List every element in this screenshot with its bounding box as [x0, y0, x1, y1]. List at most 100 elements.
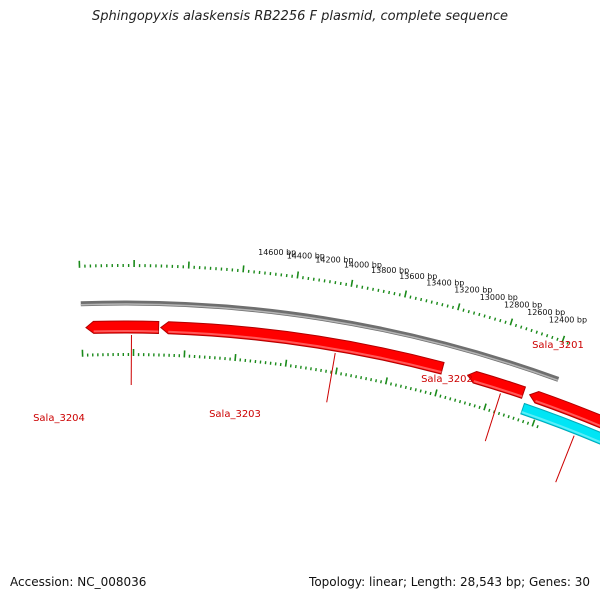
outer-scale-minor-tick	[493, 317, 497, 321]
inner-scale-major-tick	[384, 377, 388, 385]
inner-scale-minor-tick	[526, 421, 530, 425]
outer-scale-minor-tick	[535, 330, 538, 334]
inner-scale-minor-tick	[458, 399, 462, 404]
gene-label-sala-3204: Sala_3204	[33, 413, 85, 424]
outer-scale-minor-tick	[551, 335, 554, 340]
leader-line-sala-3203	[326, 352, 336, 403]
outer-scale-minor-tick	[345, 282, 348, 286]
gene-label-sala-3201: Sala_3201	[532, 340, 584, 351]
outer-scale-minor-tick	[545, 334, 549, 338]
outer-scale-minor-tick	[467, 309, 470, 314]
inner-scale-major-tick	[483, 403, 487, 411]
outer-scale-minor-tick	[488, 315, 491, 320]
tick-label: 13600 bp	[399, 272, 437, 281]
inner-scale-minor-tick	[360, 376, 363, 380]
outer-scale-minor-tick	[372, 287, 374, 291]
tick-label: 12800 bp	[504, 300, 542, 309]
outer-scale-minor-tick	[566, 341, 569, 345]
accession-text: Accession: NC_008036	[10, 575, 147, 589]
gene-arrow-sala-3204	[85, 320, 160, 334]
gene-arrow-sala-3202-shading	[473, 380, 523, 398]
outer-scale-minor-tick	[462, 308, 465, 312]
inner-scale-minor-tick	[409, 386, 412, 391]
inner-scale-minor-tick	[399, 384, 402, 388]
gene-arrow-sala-3203	[159, 321, 445, 375]
inner-scale-minor-tick	[424, 390, 427, 394]
outer-scale-minor-tick	[398, 293, 401, 297]
inner-scale-minor-tick	[345, 373, 348, 377]
inner-scale-minor-tick	[414, 388, 417, 392]
inner-scale-minor-tick	[419, 389, 422, 393]
outer-scale-minor-tick	[355, 284, 358, 288]
tick-label: 14400 bp	[287, 251, 325, 260]
outer-scale-minor-tick	[499, 319, 502, 323]
outer-scale-major-tick	[457, 303, 461, 311]
outer-scale-minor-tick	[530, 328, 533, 333]
outer-scale-minor-tick	[420, 297, 423, 302]
tick-label: 13200 bp	[454, 286, 492, 295]
inner-scale-minor-tick	[473, 404, 476, 408]
leader-line-sala-3201	[555, 435, 575, 483]
tick-label: 13800 bp	[371, 266, 409, 275]
tick-label: 14000 bp	[344, 261, 382, 270]
outer-scale-major-tick	[296, 271, 300, 279]
outer-scale-minor-tick	[414, 296, 417, 300]
inner-scale-minor-tick	[478, 405, 481, 410]
inner-scale-minor-tick	[404, 385, 407, 390]
outer-scale-minor-tick	[382, 289, 385, 294]
inner-scale-minor-tick	[350, 374, 353, 378]
inner-scale-minor-tick	[355, 375, 358, 379]
inner-scale-minor-tick	[468, 402, 471, 407]
outer-scale-minor-tick	[361, 285, 364, 289]
inner-scale-minor-tick	[463, 401, 467, 405]
outer-scale-minor-tick	[478, 312, 481, 317]
outer-scale-minor-tick	[377, 288, 380, 292]
gene-arrow-red-right-shading	[535, 400, 600, 427]
inner-scale-minor-tick	[389, 382, 392, 386]
tick-label: 12600 bp	[527, 308, 565, 317]
leader-line-sala-3202	[484, 393, 501, 442]
outer-scale-minor-tick	[366, 286, 369, 290]
outer-scale-minor-tick	[409, 295, 412, 299]
outer-scale-major-tick	[242, 265, 245, 273]
inner-scale-minor-tick	[340, 372, 343, 376]
inner-scale-major-tick	[234, 353, 237, 362]
gene-arrow-sala-3202	[466, 370, 527, 399]
gene-arrow-sala-3201	[520, 402, 600, 445]
gene-arrow-red-right	[528, 391, 600, 429]
inner-scale-minor-tick	[394, 383, 397, 387]
outer-scale-minor-tick	[425, 299, 428, 303]
inner-scale-major-tick	[284, 359, 288, 367]
inner-scale-minor-tick	[444, 395, 447, 400]
inner-scale-minor-tick	[439, 394, 442, 398]
inner-scale-minor-tick	[497, 411, 501, 416]
outer-scale-minor-tick	[446, 304, 449, 308]
inner-scale-minor-tick	[488, 408, 491, 413]
outer-scale-minor-tick	[441, 303, 444, 307]
outer-scale-minor-tick	[430, 300, 433, 304]
gene-label-sala-3203: Sala_3203	[209, 409, 261, 420]
inner-scale-minor-tick	[375, 379, 378, 383]
outer-scale-minor-tick	[472, 311, 476, 315]
tick-label: 12400 bp	[549, 315, 587, 324]
inner-scale-minor-tick	[502, 413, 505, 417]
outer-scale-minor-tick	[504, 320, 507, 324]
outer-scale-minor-tick	[514, 323, 518, 328]
inner-scale-minor-tick	[454, 398, 457, 402]
outer-scale-minor-tick	[393, 292, 396, 296]
tick-label: 13400 bp	[426, 278, 464, 287]
gene-arrow-sala-3203-shading	[168, 330, 442, 374]
outer-scale-minor-tick	[483, 314, 486, 318]
outer-scale-major-tick	[561, 335, 566, 343]
inner-scale-minor-tick	[512, 416, 515, 420]
inner-scale-minor-tick	[380, 380, 383, 384]
outer-scale-major-tick	[350, 279, 354, 287]
outer-scale-minor-tick	[540, 332, 544, 336]
inner-scale-minor-tick	[521, 419, 525, 424]
inner-scale-minor-tick	[449, 397, 452, 401]
topology-text: Topology: linear; Length: 28,543 bp; Gen…	[309, 575, 590, 589]
outer-scale-minor-tick	[556, 337, 559, 341]
inner-scale-minor-tick	[536, 424, 539, 429]
outer-scale-minor-tick	[436, 301, 439, 305]
